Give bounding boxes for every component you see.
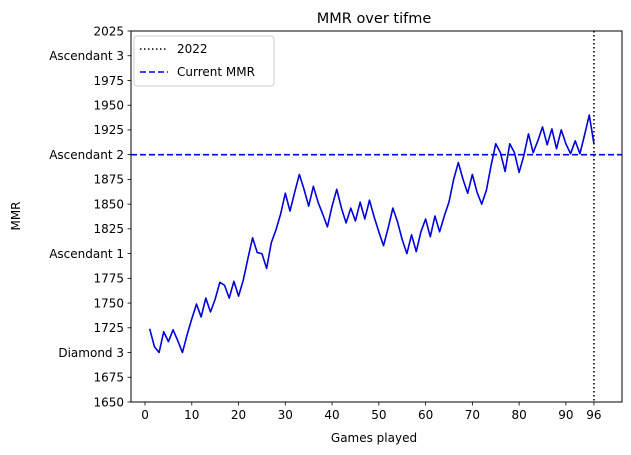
y-tick-label: Ascendant 2: [49, 148, 124, 162]
y-tick-label: Ascendant 3: [49, 49, 124, 63]
y-tick-label: 1950: [93, 99, 124, 113]
x-tick-label: 10: [184, 408, 199, 422]
y-tick-label: 1850: [93, 197, 124, 211]
x-tick-label: 90: [558, 408, 573, 422]
y-tick-label: 1825: [93, 222, 124, 236]
plot-frame: [130, 30, 623, 403]
legend-label-2022: 2022: [177, 42, 208, 56]
y-tick-label: 1775: [93, 272, 124, 286]
y-tick-label: 1750: [93, 296, 124, 310]
reference-lines: [131, 31, 622, 402]
y-tick-label: 1925: [93, 123, 124, 137]
x-tick-label: 40: [324, 408, 339, 422]
y-tick-label: 1675: [93, 371, 124, 385]
y-tick-label: 1875: [93, 173, 124, 187]
series-line-mmr: [148, 114, 595, 354]
x-axis-label: Games played: [331, 431, 417, 445]
x-tick-label: 20: [231, 408, 246, 422]
series-group: [148, 114, 595, 354]
chart-title: MMR over tifme: [317, 11, 432, 27]
y-axis-label: MMR: [9, 201, 23, 230]
legend-box: [133, 35, 275, 87]
legend-label-current-mmr: Current MMR: [177, 65, 255, 79]
x-tick-label: 0: [141, 408, 149, 422]
x-tick-label: 96: [586, 408, 601, 422]
x-tick-label: 60: [418, 408, 433, 422]
y-tick-label: 1650: [93, 395, 124, 409]
y-tick-label: Diamond 3: [58, 346, 124, 360]
x-tick-label: 80: [511, 408, 526, 422]
x-tick-label: 50: [371, 408, 386, 422]
plot-area: [131, 31, 622, 402]
y-axis-ticks: 1650 1675 Diamond 3 1725 1750 1775 Ascendant 1…: [49, 24, 131, 409]
y-tick-label: 1725: [93, 321, 124, 335]
y-tick-label: Ascendant 1: [49, 247, 124, 261]
x-tick-label: 30: [278, 408, 293, 422]
x-tick-label: 70: [465, 408, 480, 422]
legend: 2022 Current MMR: [133, 35, 275, 87]
x-axis-ticks: 0 10 20 30 40 50 60 70 80 90 96: [141, 402, 602, 422]
y-tick-label: 2025: [93, 24, 124, 38]
y-tick-label: 1975: [93, 74, 124, 88]
